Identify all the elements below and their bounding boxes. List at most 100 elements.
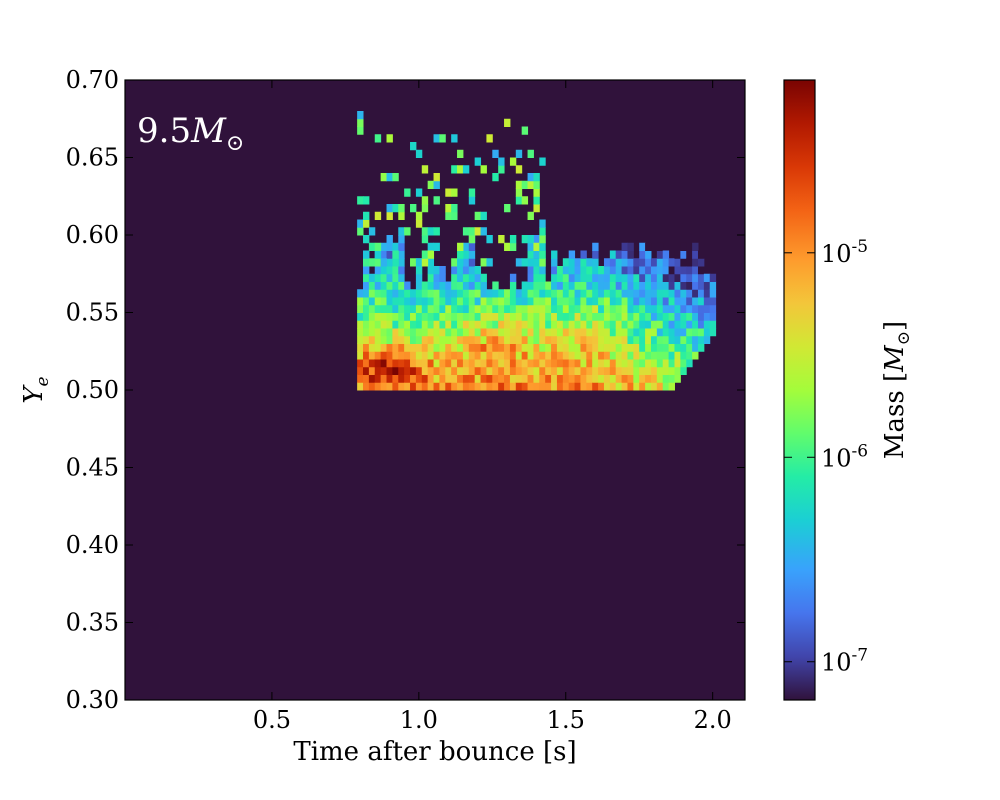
heatmap-cell xyxy=(562,266,570,275)
heatmap-cell xyxy=(586,335,593,344)
heatmap-cell xyxy=(603,312,611,321)
heatmap-cell xyxy=(374,351,382,360)
heatmap-cell xyxy=(674,328,681,337)
heatmap-cell xyxy=(421,235,429,244)
heatmap-cell xyxy=(580,289,587,298)
heatmap-cell xyxy=(392,382,399,391)
heatmap-cell xyxy=(533,173,540,182)
y-tick-label: 0.50 xyxy=(66,376,119,404)
heatmap-cell xyxy=(357,118,364,127)
heatmap-cell xyxy=(480,335,487,344)
heatmap-cell xyxy=(504,304,511,313)
heatmap-cell xyxy=(539,366,546,375)
heatmap-cell xyxy=(697,328,705,337)
heatmap-cell xyxy=(521,366,529,375)
heatmap-cell xyxy=(562,258,570,267)
heatmap-cell xyxy=(480,258,487,267)
heatmap-cell xyxy=(539,219,546,228)
heatmap-cell xyxy=(445,312,452,321)
heatmap-cell xyxy=(615,297,623,306)
heatmap-cell xyxy=(374,242,382,251)
heatmap-cell xyxy=(468,227,476,236)
heatmap-cell xyxy=(492,374,499,383)
heatmap-cell xyxy=(674,374,681,383)
heatmap-cell xyxy=(650,258,658,267)
heatmap-cell xyxy=(386,312,393,321)
heatmap-cell xyxy=(521,297,529,306)
heatmap-cell xyxy=(592,366,599,375)
heatmap-cell xyxy=(504,118,511,127)
heatmap-cell xyxy=(627,328,634,337)
heatmap-cell xyxy=(392,351,399,360)
heatmap-cell xyxy=(521,359,529,368)
heatmap-cell xyxy=(551,382,558,391)
heatmap-cell xyxy=(380,328,388,337)
heatmap-cell xyxy=(592,297,599,306)
heatmap-cell xyxy=(680,266,687,275)
heatmap-cell xyxy=(633,382,640,391)
heatmap-cell xyxy=(480,211,487,220)
heatmap-cell xyxy=(374,374,382,383)
heatmap-cell xyxy=(410,351,417,360)
heatmap-cell xyxy=(462,297,470,306)
heatmap-cell xyxy=(609,335,617,344)
heatmap-cell xyxy=(592,242,599,251)
heatmap-cell xyxy=(468,273,476,282)
heatmap-cell xyxy=(398,328,405,337)
heatmap-cell xyxy=(386,289,393,298)
heatmap-cell xyxy=(415,312,423,321)
heatmap-cell xyxy=(521,312,529,321)
heatmap-cell xyxy=(457,242,464,251)
heatmap-cell xyxy=(368,258,376,267)
heatmap-cell xyxy=(480,382,487,391)
heatmap-cell xyxy=(615,328,623,337)
heatmap-cell xyxy=(515,343,523,352)
heatmap-cell xyxy=(515,335,523,344)
heatmap-cell xyxy=(650,382,658,391)
heatmap-cell xyxy=(527,211,534,220)
heatmap-cell xyxy=(598,343,605,352)
heatmap-cell xyxy=(656,343,664,352)
heatmap-cell xyxy=(633,266,640,275)
heatmap-cell xyxy=(451,320,458,329)
heatmap-cell xyxy=(586,343,593,352)
heatmap-cell xyxy=(415,335,423,344)
heatmap-cell xyxy=(674,366,681,375)
heatmap-cell xyxy=(492,320,499,329)
heatmap-cell xyxy=(515,304,523,313)
heatmap-cell xyxy=(668,382,675,391)
heatmap-cell xyxy=(621,312,628,321)
heatmap-cell xyxy=(592,273,599,282)
heatmap-cell xyxy=(421,351,429,360)
heatmap-cell xyxy=(368,227,376,236)
heatmap-cell xyxy=(533,266,540,275)
heatmap-cell xyxy=(697,258,705,267)
heatmap-cell xyxy=(498,297,505,306)
heatmap-cell xyxy=(357,312,364,321)
heatmap-cell xyxy=(480,320,487,329)
heatmap-cell xyxy=(415,149,423,158)
heatmap-cell xyxy=(374,297,382,306)
heatmap-cell xyxy=(368,297,376,306)
heatmap-cell xyxy=(421,227,429,236)
heatmap-cell xyxy=(598,304,605,313)
heatmap-cell xyxy=(551,328,558,337)
heatmap-cell xyxy=(621,258,628,267)
heatmap-cell xyxy=(615,266,623,275)
heatmap-cell xyxy=(703,320,711,329)
heatmap-cell xyxy=(492,328,499,337)
heatmap-cell xyxy=(668,266,675,275)
heatmap-cell xyxy=(363,359,370,368)
heatmap-cell xyxy=(633,304,640,313)
heatmap-cell xyxy=(586,328,593,337)
heatmap-cell xyxy=(421,320,429,329)
heatmap-cell xyxy=(686,312,693,321)
heatmap-cell xyxy=(368,343,376,352)
heatmap-cell xyxy=(709,297,717,306)
heatmap-cell xyxy=(650,289,658,298)
heatmap-cell xyxy=(697,335,705,344)
heatmap-cells xyxy=(357,111,717,391)
heatmap-cell xyxy=(492,297,499,306)
heatmap-cell xyxy=(410,304,417,313)
heatmap-cell xyxy=(668,359,675,368)
